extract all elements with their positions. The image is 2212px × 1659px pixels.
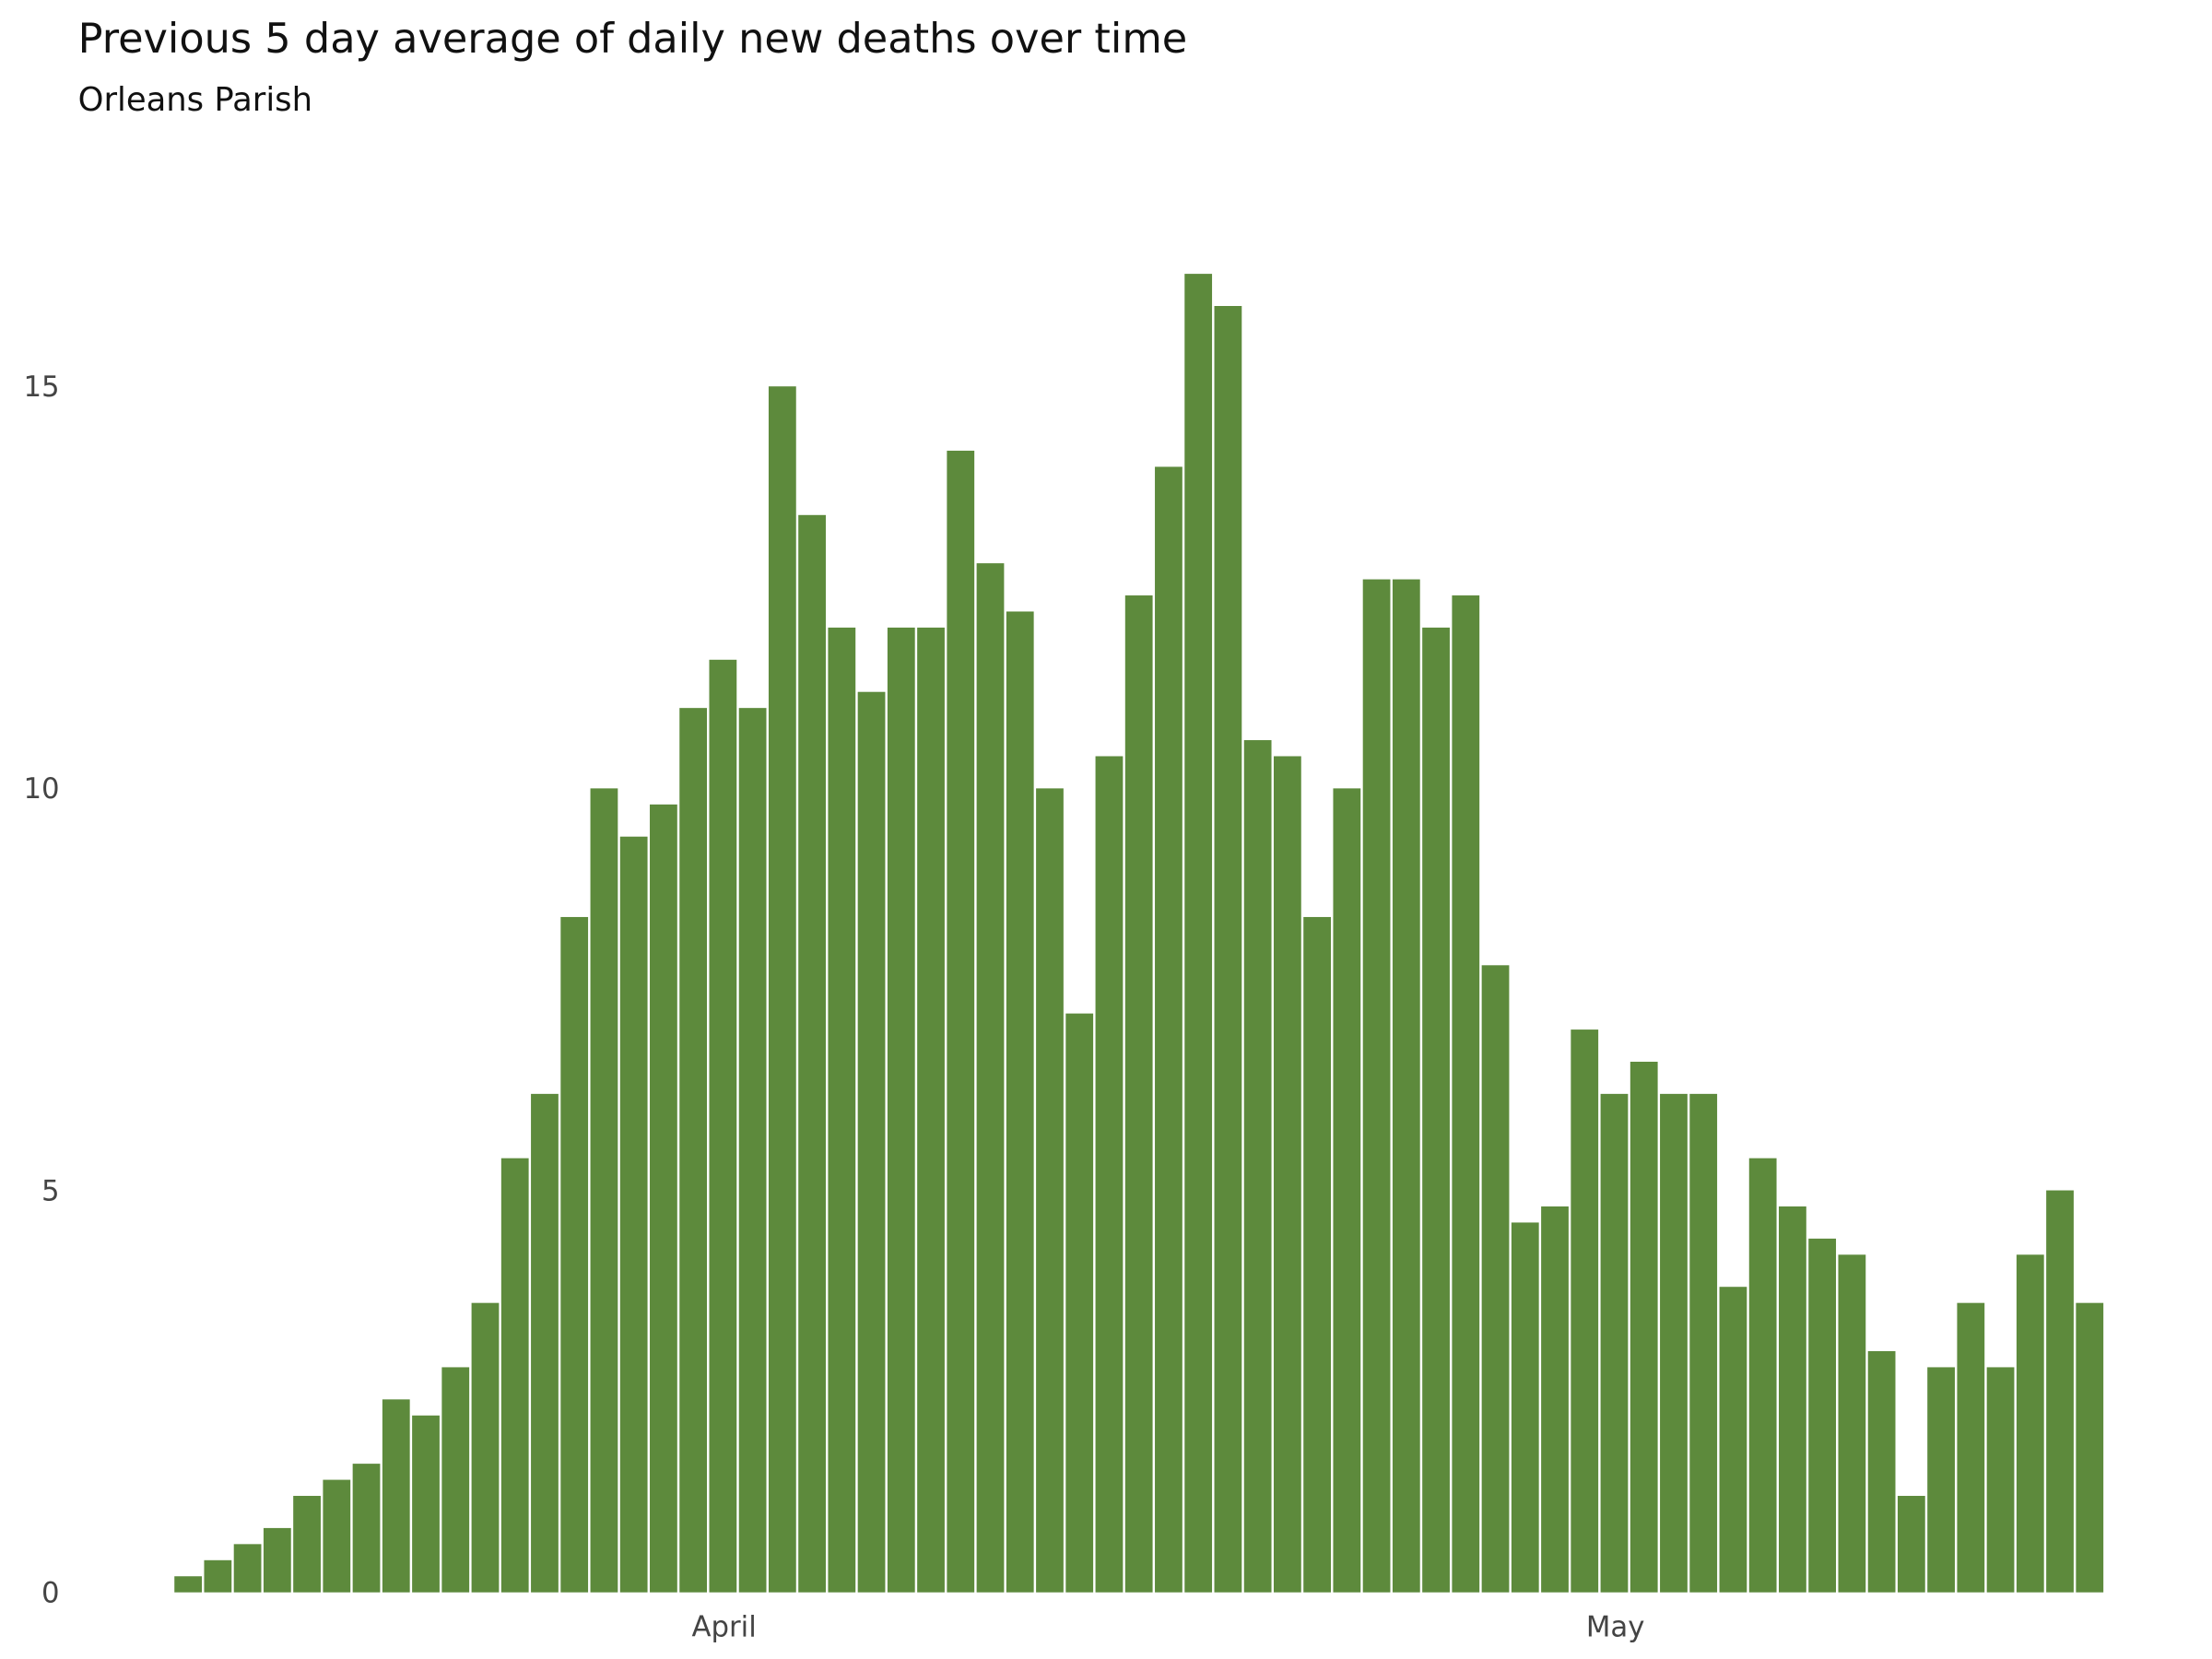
bar-may-14: [1986, 1367, 2015, 1593]
bar-apr-30: [1571, 1030, 1599, 1593]
bar-mar-22: [412, 1415, 440, 1593]
bar-mar-25: [500, 1158, 529, 1593]
bar-apr-4: [798, 514, 826, 1593]
bars: [174, 274, 2104, 1593]
y-tick-label: 10: [23, 772, 59, 806]
bar-mar-21: [382, 1399, 410, 1593]
bar-apr-8: [917, 627, 945, 1593]
bar-apr-14: [1095, 756, 1124, 1593]
x-tick-label: April: [691, 1610, 756, 1643]
y-tick-label: 0: [41, 1576, 60, 1609]
bar-apr-17: [1184, 274, 1213, 1593]
bar-may-12: [1927, 1367, 1955, 1593]
bar-apr-23: [1362, 579, 1391, 1593]
bar-apr-10: [976, 563, 1005, 1593]
x-tick-label: May: [1586, 1610, 1645, 1643]
bar-may-5: [1719, 1287, 1747, 1593]
bar-mar-17: [263, 1527, 291, 1593]
bar-mar-28: [590, 788, 618, 1593]
y-axis: 0 5 10 15: [23, 371, 59, 1609]
bar-mar-27: [560, 916, 589, 1593]
bar-may-8: [1808, 1238, 1837, 1593]
bar-apr-9: [947, 451, 975, 1593]
bar-mar-29: [619, 836, 648, 1593]
bar-apr-13: [1065, 1013, 1094, 1593]
bar-mar-31: [679, 708, 708, 1593]
bar-apr-28: [1511, 1222, 1539, 1593]
bar-may-3: [1660, 1093, 1688, 1593]
bar-mar-26: [531, 1093, 559, 1593]
bar-may-11: [1897, 1496, 1925, 1593]
x-axis: April May: [691, 1610, 1644, 1643]
bar-apr-6: [857, 691, 886, 1593]
bar-may-16: [2046, 1190, 2074, 1593]
bar-apr-5: [828, 627, 856, 1593]
bar-apr-24: [1392, 579, 1420, 1593]
bar-may-17: [2076, 1302, 2104, 1593]
bar-apr-21: [1303, 916, 1331, 1593]
bar-may-2: [1630, 1061, 1658, 1593]
bar-apr-26: [1452, 595, 1480, 1593]
bar-may-7: [1779, 1206, 1806, 1593]
bar-may-1: [1600, 1093, 1629, 1593]
bar-apr-3: [768, 386, 796, 1593]
bar-apr-15: [1124, 595, 1153, 1593]
bar-may-10: [1867, 1351, 1896, 1593]
bar-apr-12: [1036, 788, 1064, 1593]
bar-mar-15: [204, 1559, 232, 1593]
bar-mar-19: [323, 1479, 351, 1593]
bar-apr-18: [1214, 306, 1242, 1593]
bar-may-9: [1838, 1254, 1866, 1593]
bar-apr-25: [1422, 627, 1450, 1593]
bar-apr-2: [738, 708, 767, 1593]
bar-mar-16: [233, 1544, 262, 1593]
bar-mar-20: [352, 1464, 381, 1593]
bar-mar-14: [174, 1576, 203, 1593]
bar-may-13: [1957, 1302, 1985, 1593]
bar-apr-11: [1006, 611, 1034, 1593]
chart-subtitle: Orleans Parish: [78, 81, 312, 119]
bar-mar-23: [441, 1367, 470, 1593]
y-tick-label: 15: [23, 371, 59, 404]
bar-mar-24: [471, 1302, 500, 1593]
bar-may-4: [1689, 1093, 1718, 1593]
bar-mar-18: [293, 1496, 321, 1593]
bar-apr-22: [1333, 788, 1361, 1593]
bar-apr-19: [1243, 740, 1272, 1593]
bar-apr-20: [1273, 756, 1301, 1593]
bar-apr-27: [1481, 965, 1510, 1593]
bar-apr-16: [1155, 466, 1182, 1593]
bar-apr-7: [887, 627, 915, 1593]
bar-mar-30: [650, 804, 677, 1593]
bar-apr-1: [709, 659, 737, 1593]
chart-title: Previous 5 day average of daily new deat…: [78, 15, 1188, 63]
bar-apr-29: [1541, 1206, 1569, 1593]
bar-may-6: [1748, 1158, 1777, 1593]
y-tick-label: 5: [41, 1174, 60, 1207]
bar-may-15: [2016, 1254, 2044, 1593]
